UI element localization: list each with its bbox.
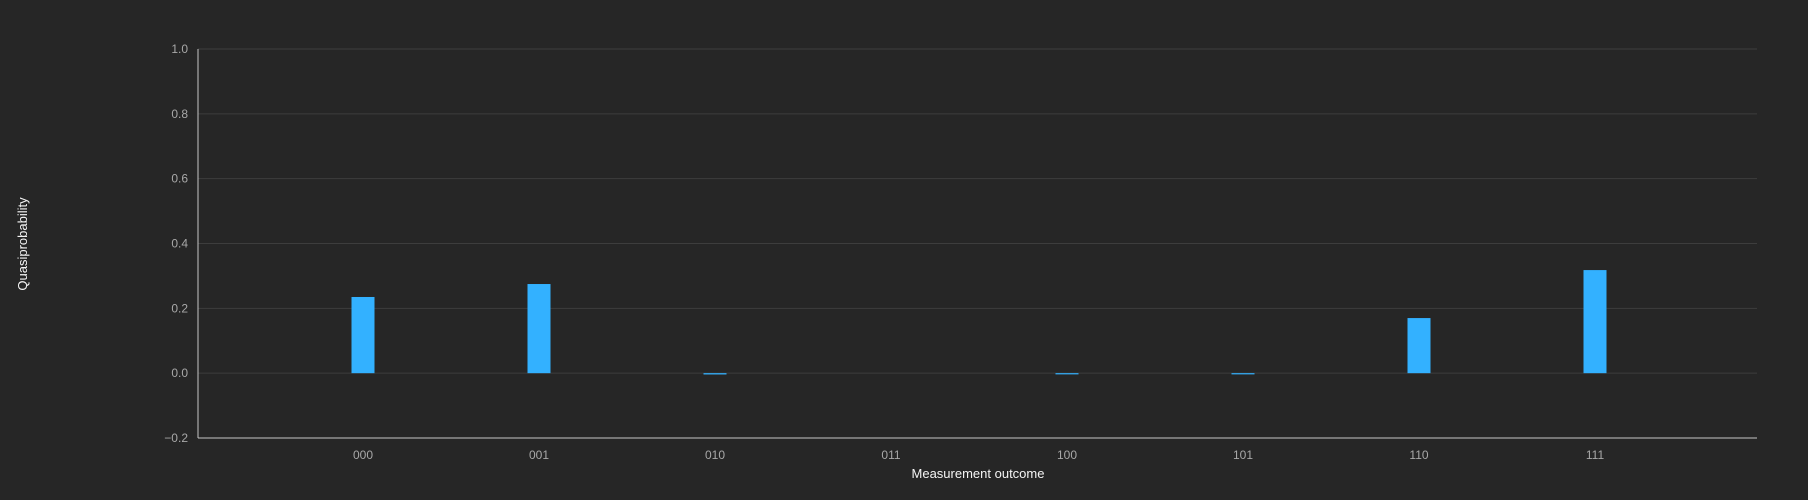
y-tick-label: 0.0 xyxy=(171,366,188,380)
y-tick-label: 0.6 xyxy=(171,172,188,186)
y-tick-labels: −0.2 0.0 0.2 0.4 0.6 0.8 1.0 xyxy=(164,42,188,445)
y-tick-label: 1.0 xyxy=(171,42,188,56)
x-tick-label: 100 xyxy=(1057,448,1077,462)
y-tick-label: 0.2 xyxy=(171,301,188,315)
x-tick-labels: 000 001 010 011 100 101 110 111 xyxy=(353,448,1604,462)
y-tick-label: −0.2 xyxy=(164,431,188,445)
y-tick-label: 0.8 xyxy=(171,107,188,121)
bar-100[interactable] xyxy=(1055,373,1079,375)
x-tick-label: 011 xyxy=(881,448,900,462)
bar-101[interactable] xyxy=(1231,373,1255,375)
bar-010[interactable] xyxy=(703,373,727,375)
bar-110[interactable] xyxy=(1407,318,1431,374)
bar-000[interactable] xyxy=(351,296,375,374)
bars xyxy=(351,270,1607,375)
x-tick-label: 101 xyxy=(1233,448,1253,462)
gridlines xyxy=(198,48,1757,374)
x-tick-label: 001 xyxy=(529,448,549,462)
y-axis-title: Quasiprobability xyxy=(15,197,30,291)
axes xyxy=(197,49,1757,439)
bar-111[interactable] xyxy=(1583,270,1607,374)
bar-001[interactable] xyxy=(527,284,551,374)
x-tick-label: 000 xyxy=(353,448,373,462)
y-tick-label: 0.4 xyxy=(171,237,188,251)
x-tick-label: 110 xyxy=(1409,448,1428,462)
x-tick-label: 111 xyxy=(1586,448,1605,462)
x-axis-title: Measurement outcome xyxy=(912,466,1045,481)
x-tick-label: 010 xyxy=(705,448,725,462)
